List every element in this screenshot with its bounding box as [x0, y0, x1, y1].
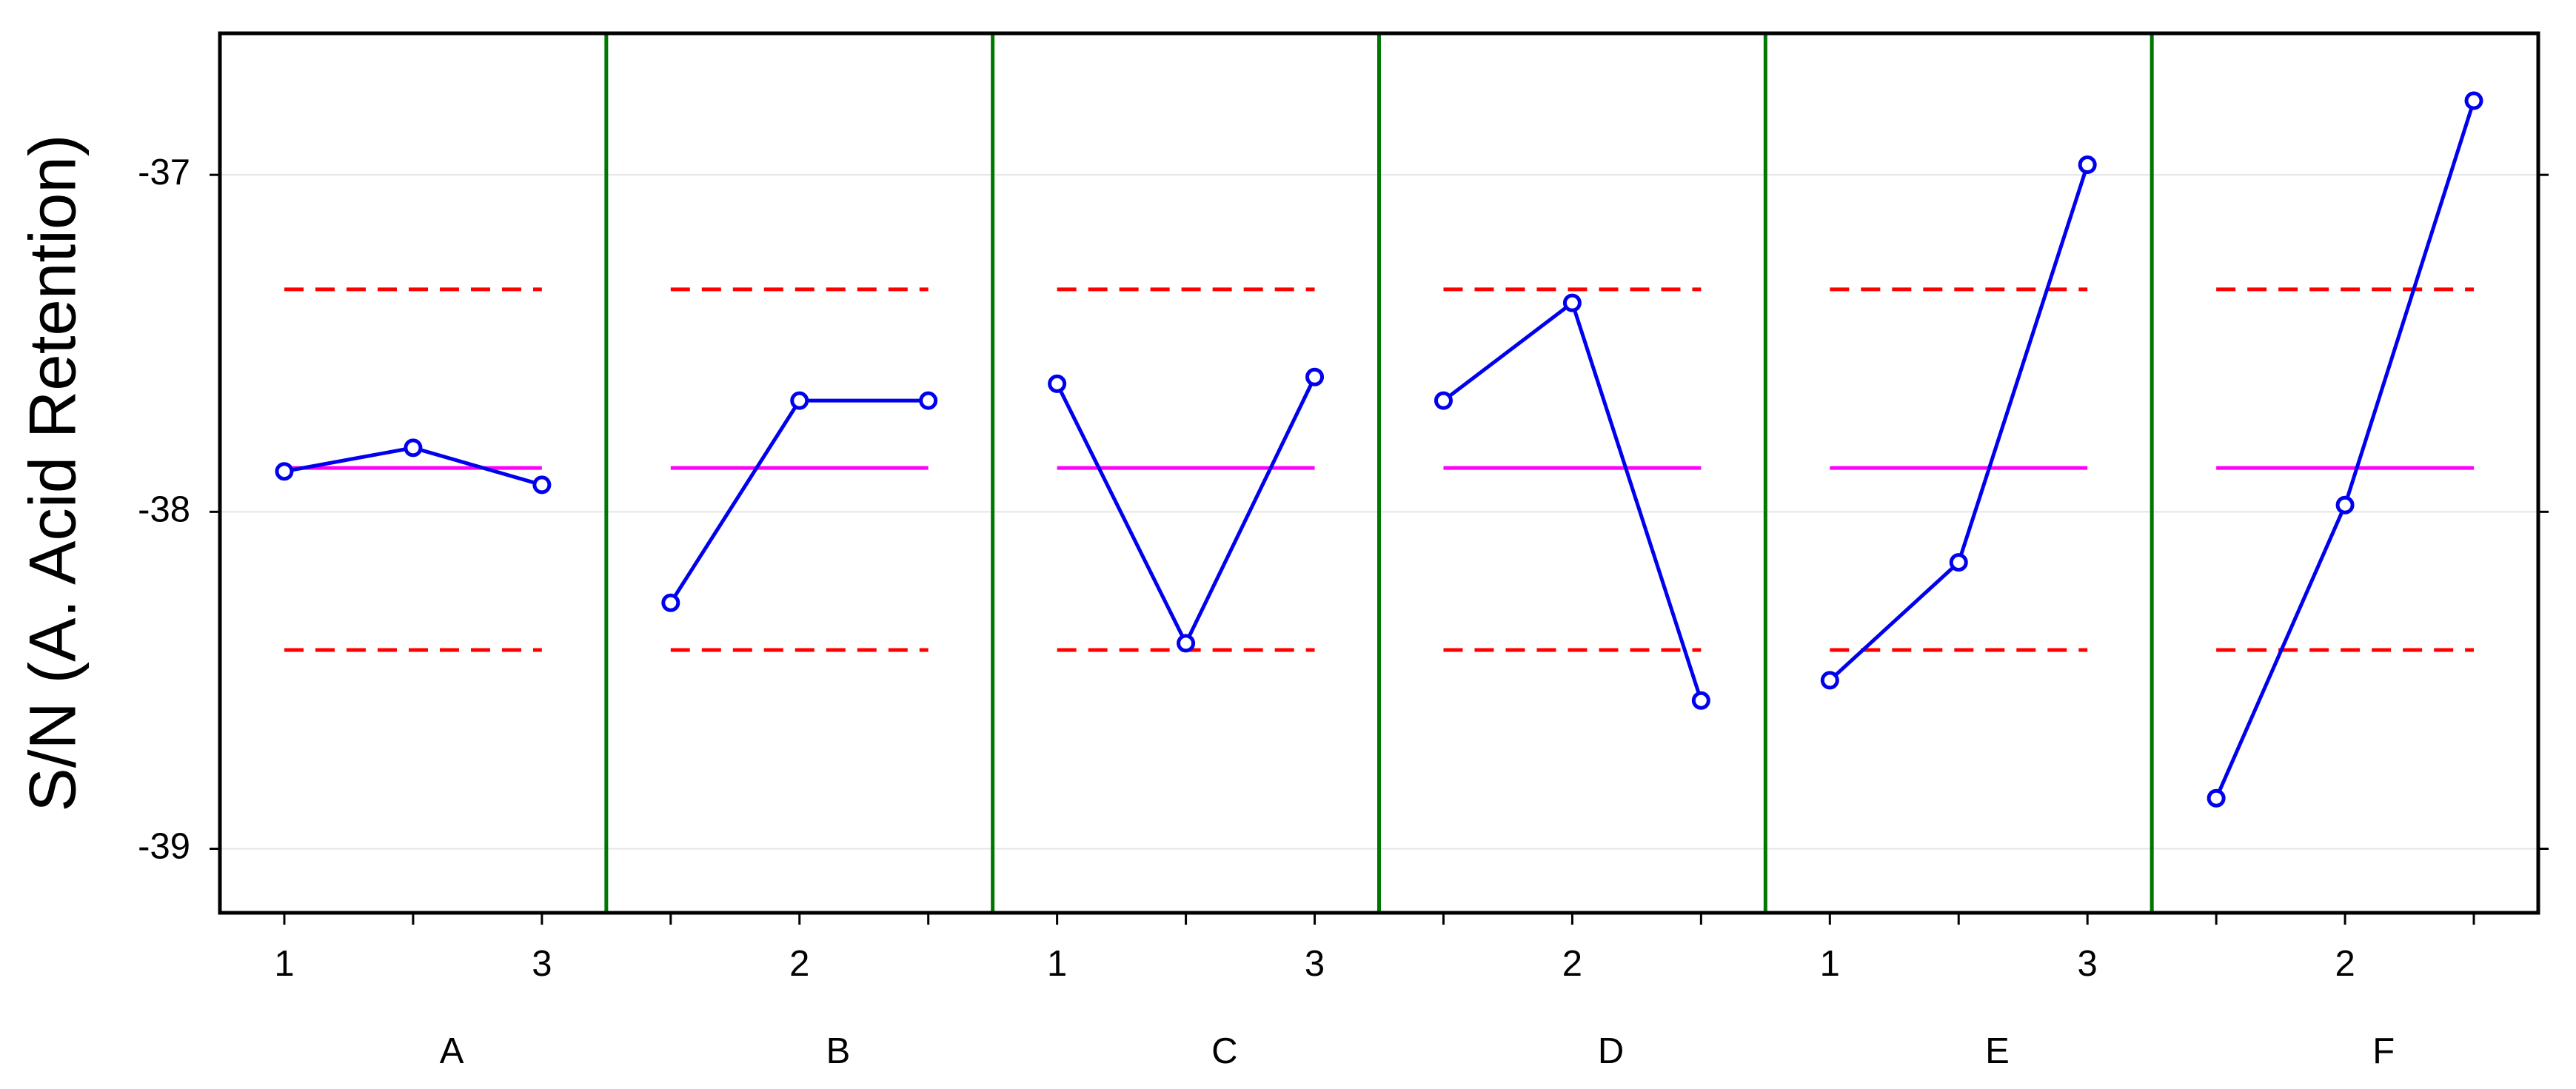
x-tick-label: 3 [1305, 944, 1325, 984]
x-tick-label: 2 [789, 944, 809, 984]
effect-line [1055, 376, 1317, 648]
effect-point [1820, 671, 1839, 690]
y-tick-label: -37 [138, 153, 190, 192]
effect-point [404, 438, 423, 458]
factor-label: E [1985, 1031, 2010, 1071]
effect-point [919, 391, 938, 410]
effect-point [1177, 634, 1196, 653]
effect-point [2335, 495, 2355, 515]
effect-point [275, 462, 294, 481]
effect-point [1048, 374, 1067, 393]
factor-label: C [1211, 1031, 1237, 1071]
x-tick-label: 1 [1047, 944, 1067, 984]
effect-point [1305, 367, 1325, 386]
effect-point [2464, 91, 2483, 110]
effect-point [1949, 553, 1968, 572]
x-tick-label: 2 [1562, 944, 1582, 984]
x-tick-label: 2 [2335, 944, 2355, 984]
effect-point [1433, 391, 1453, 410]
y-tick-label: -38 [138, 489, 190, 529]
effect-line [2214, 100, 2476, 800]
x-tick-label: 1 [274, 944, 294, 984]
effect-point [1691, 691, 1710, 710]
y-axis-label: S/N (A. Acid Retention) [16, 134, 90, 811]
x-tick-label: 3 [532, 944, 552, 984]
effect-point [2207, 788, 2226, 808]
effect-line [669, 398, 929, 604]
effect-point [1562, 293, 1582, 312]
factor-label: A [440, 1031, 464, 1071]
factor-label: F [2372, 1031, 2395, 1071]
effect-line [1442, 300, 1703, 702]
effect-point [790, 391, 809, 410]
plot-frame [218, 31, 2540, 915]
effect-point [661, 593, 680, 612]
effect-point [532, 475, 552, 495]
x-tick-label: 1 [1820, 944, 1840, 984]
factor-label: D [1598, 1031, 1624, 1071]
effect-line [1828, 164, 2090, 682]
x-tick-label: 3 [2078, 944, 2098, 984]
effect-point [2078, 155, 2097, 175]
factor-label: B [826, 1031, 851, 1071]
y-tick-label: -39 [138, 826, 190, 866]
